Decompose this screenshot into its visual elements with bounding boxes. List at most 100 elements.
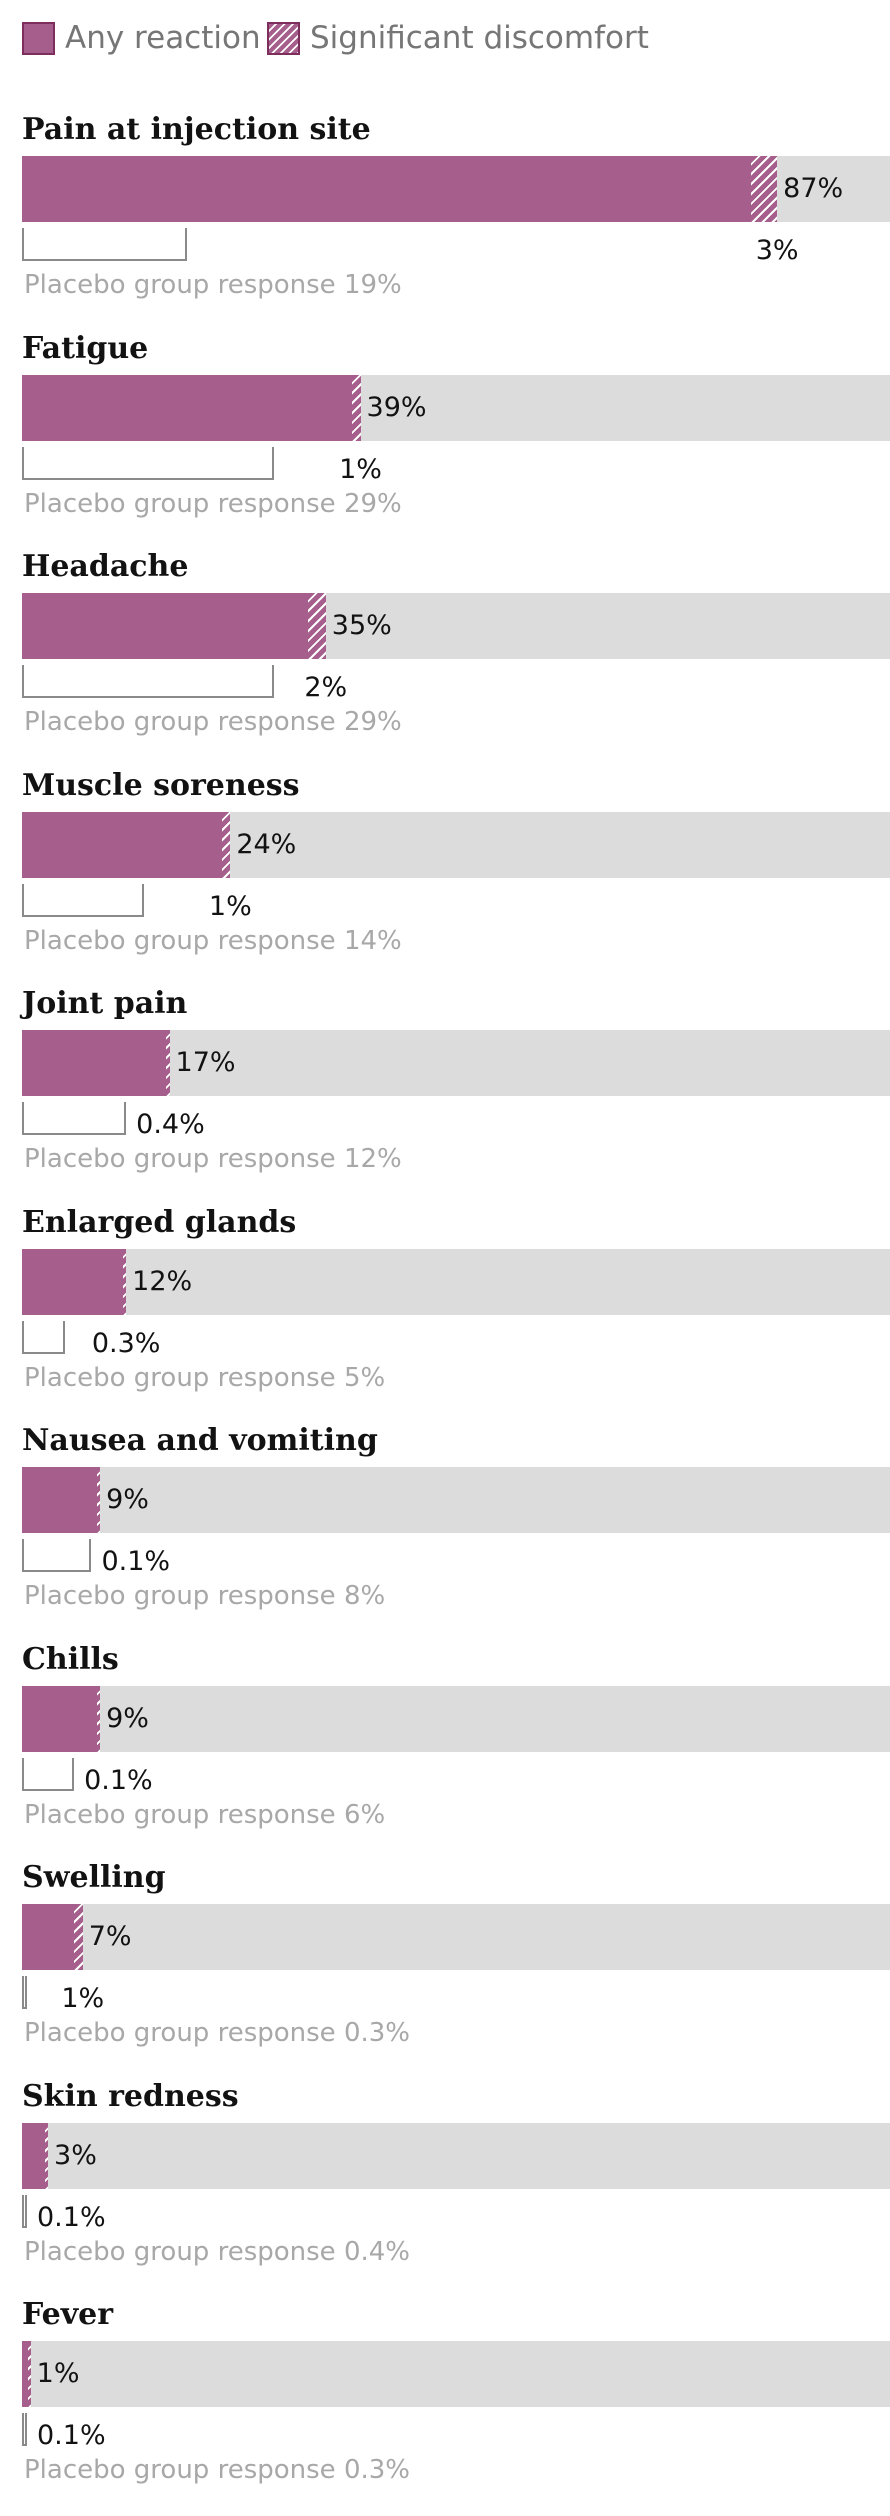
placebo-prefix: Placebo group response xyxy=(24,2236,336,2267)
legend-label-any-reaction: Any reaction xyxy=(65,20,261,56)
placebo-prefix: Placebo group response xyxy=(24,1581,336,1611)
value-label-any-reaction-swelling: 7% xyxy=(88,1921,132,1952)
placebo-response-skin-redness: Placebo group response 0.4% xyxy=(24,2235,410,2269)
value-label-significant-discomfort-enlarged-glands: 0.3% xyxy=(91,1327,161,1359)
placebo-value: 14% xyxy=(343,925,402,956)
value-label-any-reaction-skin-redness: 3% xyxy=(54,2139,97,2171)
placebo-value: 0.4% xyxy=(343,2236,410,2267)
bar-any-reaction-fever xyxy=(22,2341,31,2407)
placebo-response-fever: Placebo group response 0.3% xyxy=(24,2453,410,2487)
placebo-bracket-pain-at-injection-site xyxy=(22,228,187,261)
value-label-any-reaction-joint-pain: 17% xyxy=(175,1047,236,1078)
placebo-response-nausea-and-vomiting: Placebo group response 8% xyxy=(24,1579,385,1613)
category-title-enlarged-glands: Enlarged glands xyxy=(22,1204,297,1240)
placebo-value: 12% xyxy=(343,1144,402,1174)
bar-track-enlarged-glands xyxy=(22,1248,890,1315)
value-label-significant-discomfort-chills: 0.1% xyxy=(84,1764,153,1796)
placebo-value: 29% xyxy=(343,707,402,737)
placebo-response-headache: Placebo group response 29% xyxy=(24,705,402,739)
value-label-significant-discomfort-muscle-soreness: 1% xyxy=(208,890,252,922)
value-label-significant-discomfort-joint-pain: 0.4% xyxy=(136,1109,205,1140)
bar-any-reaction-swelling xyxy=(22,1904,83,1970)
bar-any-reaction-fatigue xyxy=(22,374,361,441)
category-title-fatigue: Fatigue xyxy=(22,330,149,366)
bar-any-reaction-nausea-and-vomiting xyxy=(22,1467,101,1533)
category-title-joint-pain: Joint pain xyxy=(22,986,188,1021)
category-title-pain-at-injection-site: Pain at injection site xyxy=(22,112,371,147)
value-label-significant-discomfort-headache: 2% xyxy=(304,672,348,703)
legend-label-significant-discomfort: Significant discomfort xyxy=(310,20,649,56)
legend-item-significant-discomfort: Significant discomfort xyxy=(267,19,649,57)
bar-any-reaction-joint-pain xyxy=(22,1030,170,1096)
placebo-value: 6% xyxy=(343,1799,386,1830)
bar-significant-discomfort-fatigue xyxy=(351,374,361,441)
placebo-value: 0.3% xyxy=(343,2455,410,2485)
placebo-value: 29% xyxy=(343,488,402,519)
placebo-response-enlarged-glands: Placebo group response 5% xyxy=(24,1361,385,1395)
placebo-prefix: Placebo group response xyxy=(24,1799,336,1830)
placebo-value: 0.3% xyxy=(343,2018,410,2048)
bar-any-reaction-skin-redness xyxy=(22,2122,49,2189)
value-label-significant-discomfort-skin-redness: 0.1% xyxy=(37,2201,106,2233)
legend-swatch-any-reaction xyxy=(22,21,55,55)
value-label-significant-discomfort-swelling: 1% xyxy=(61,1983,105,2014)
placebo-prefix: Placebo group response xyxy=(24,1144,336,1174)
placebo-prefix: Placebo group response xyxy=(24,707,336,737)
placebo-bracket-swelling xyxy=(22,1976,27,2009)
bar-significant-discomfort-swelling xyxy=(74,1904,83,1970)
placebo-response-muscle-soreness: Placebo group response 14% xyxy=(24,924,402,958)
placebo-prefix: Placebo group response xyxy=(24,2018,336,2048)
placebo-value: 5% xyxy=(343,1362,386,1393)
placebo-value: 8% xyxy=(343,1581,386,1611)
bar-significant-discomfort-fever xyxy=(27,2341,31,2407)
placebo-bracket-enlarged-glands xyxy=(22,1320,66,1354)
bar-any-reaction-pain-at-injection-site xyxy=(22,156,778,222)
value-label-significant-discomfort-fever: 0.1% xyxy=(37,2420,106,2451)
placebo-bracket-nausea-and-vomiting xyxy=(22,1539,92,1572)
bar-significant-discomfort-nausea-and-vomiting xyxy=(97,1467,101,1533)
placebo-prefix: Placebo group response xyxy=(24,2455,336,2485)
placebo-prefix: Placebo group response xyxy=(24,270,336,300)
legend-swatch-significant-discomfort xyxy=(267,21,300,55)
value-label-any-reaction-headache: 35% xyxy=(331,610,392,641)
bar-any-reaction-headache xyxy=(22,593,326,659)
bar-track-swelling xyxy=(22,1904,890,1970)
value-label-any-reaction-fever: 1% xyxy=(36,2358,80,2389)
legend-item-any-reaction: Any reaction xyxy=(22,19,261,57)
category-title-headache: Headache xyxy=(22,549,189,584)
value-label-any-reaction-nausea-and-vomiting: 9% xyxy=(106,1484,149,1515)
legend: Any reaction Significant discomfort xyxy=(0,0,890,76)
bar-significant-discomfort-headache xyxy=(308,593,326,659)
placebo-response-joint-pain: Placebo group response 12% xyxy=(24,1142,402,1176)
category-title-chills: Chills xyxy=(22,1641,119,1677)
placebo-prefix: Placebo group response xyxy=(24,1362,336,1393)
bar-significant-discomfort-skin-redness xyxy=(45,2122,49,2189)
value-label-any-reaction-muscle-soreness: 24% xyxy=(236,828,297,860)
placebo-prefix: Placebo group response xyxy=(24,488,336,519)
category-title-nausea-and-vomiting: Nausea and vomiting xyxy=(22,1423,378,1458)
bar-any-reaction-enlarged-glands xyxy=(22,1248,127,1315)
value-label-significant-discomfort-fatigue: 1% xyxy=(339,453,382,485)
bar-track-nausea-and-vomiting xyxy=(22,1467,890,1533)
placebo-response-fatigue: Placebo group response 29% xyxy=(24,487,402,521)
placebo-response-chills: Placebo group response 6% xyxy=(24,1798,385,1832)
bar-track-fever xyxy=(22,2341,890,2407)
bar-significant-discomfort-chills xyxy=(97,1685,101,1752)
placebo-bracket-muscle-soreness xyxy=(22,883,144,917)
bar-track-skin-redness xyxy=(22,2122,890,2189)
placebo-bracket-fever xyxy=(22,2413,27,2446)
value-label-significant-discomfort-nausea-and-vomiting: 0.1% xyxy=(101,1546,171,1577)
placebo-response-pain-at-injection-site: Placebo group response 19% xyxy=(24,268,402,302)
category-title-skin-redness: Skin redness xyxy=(22,2078,239,2114)
placebo-bracket-skin-redness xyxy=(22,2194,27,2228)
value-label-any-reaction-fatigue: 39% xyxy=(366,391,427,423)
bar-significant-discomfort-muscle-soreness xyxy=(221,811,231,878)
value-label-any-reaction-pain-at-injection-site: 87% xyxy=(783,173,844,204)
placebo-bracket-headache xyxy=(22,665,274,698)
placebo-bracket-fatigue xyxy=(22,446,274,480)
placebo-bracket-chills xyxy=(22,1757,75,1791)
category-title-muscle-soreness: Muscle soreness xyxy=(22,767,300,803)
bar-any-reaction-muscle-soreness xyxy=(22,811,231,878)
bar-track-chills xyxy=(22,1685,890,1752)
